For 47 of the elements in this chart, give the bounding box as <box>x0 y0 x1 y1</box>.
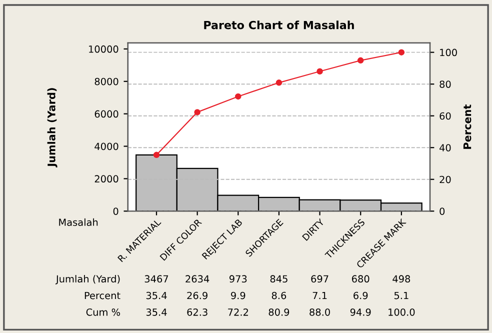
y2-axis-title: Percent <box>463 104 472 149</box>
y-axis-title: Jumlah (Yard) <box>47 88 58 168</box>
text: 94.9 <box>350 308 371 316</box>
text: Cum % <box>86 308 120 316</box>
y2-tick-label: 20 <box>440 176 451 184</box>
y2-tick-label: 100 <box>440 48 457 56</box>
y2-tick-label: 0 <box>440 208 445 215</box>
data-label: 3467 <box>144 275 168 283</box>
data-label: 498 <box>392 275 410 283</box>
x-axis-title: Masalah <box>59 218 98 226</box>
text: 8.6 <box>272 292 286 300</box>
point <box>153 152 160 158</box>
data-label: 845 <box>270 275 288 283</box>
point <box>316 68 323 75</box>
text: 5.1 <box>394 292 408 300</box>
y-tick-label: 8000 <box>94 78 118 86</box>
data-label: 697 <box>311 275 328 283</box>
text: 35.4 <box>146 308 167 316</box>
point <box>276 80 282 86</box>
text: 62.3 <box>187 308 208 316</box>
y-tick-label: 2000 <box>94 175 118 183</box>
text: 6.9 <box>354 292 368 300</box>
point <box>194 109 200 116</box>
text: 26.9 <box>187 292 208 300</box>
text: 35.4 <box>146 292 167 300</box>
data-label: 973 <box>229 275 247 283</box>
point <box>357 57 364 64</box>
point <box>235 93 242 100</box>
text: 9.9 <box>231 292 246 300</box>
text: 72.2 <box>228 308 248 316</box>
text: 100.0 <box>388 308 415 316</box>
y-tick-label: 10000 <box>89 45 118 53</box>
y-tick-label: 0 <box>113 208 118 215</box>
text: 80.9 <box>268 308 290 316</box>
y-tick-label: 6000 <box>94 110 118 118</box>
text: Jumlah (Yard) <box>55 275 120 284</box>
y-tick-label: 4000 <box>94 142 118 150</box>
text: 88.0 <box>310 308 330 316</box>
y2-tick-label: 80 <box>440 80 451 88</box>
chart-title: Pareto Chart of Masalah <box>204 20 354 30</box>
data-label: 680 <box>352 275 370 283</box>
text: Percent <box>84 292 120 300</box>
text: 7.1 <box>312 292 327 300</box>
data-label: 2634 <box>186 275 210 283</box>
y2-tick-label: 40 <box>440 144 451 152</box>
point <box>398 49 405 56</box>
y2-tick-label: 60 <box>440 112 451 120</box>
